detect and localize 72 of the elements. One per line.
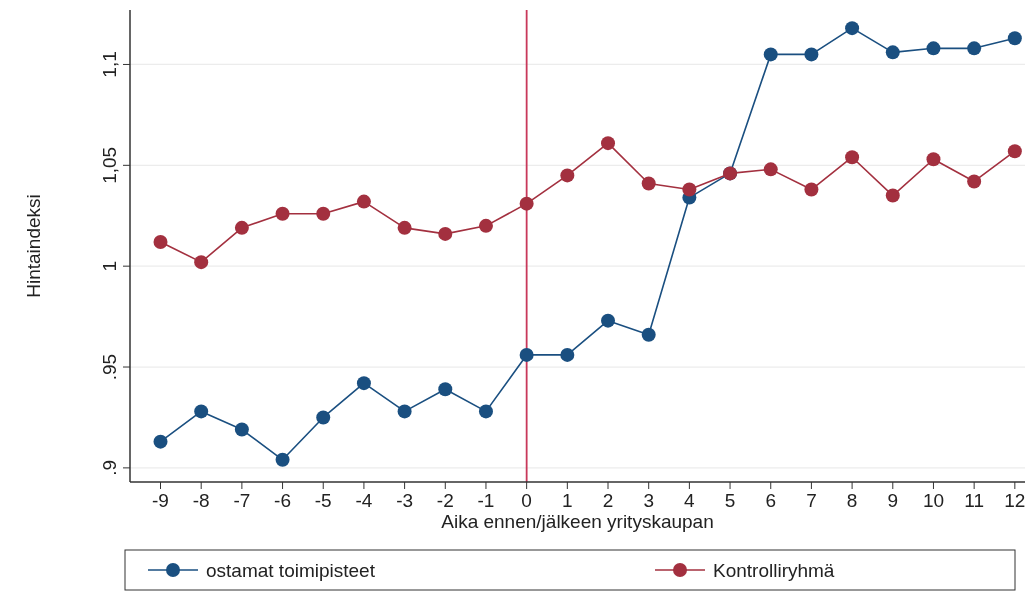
point (438, 226, 453, 241)
point (763, 47, 778, 62)
point (641, 176, 656, 191)
x-tick-label: -3 (396, 490, 414, 511)
point (885, 45, 900, 60)
x-tick-label: 3 (643, 490, 654, 511)
y-tick-label: 1,1 (99, 51, 120, 78)
point (356, 376, 371, 391)
point (519, 347, 534, 362)
x-tick-label: 1 (562, 490, 573, 511)
y-tick-label: 1 (99, 260, 120, 272)
point (194, 404, 209, 419)
legend-label: ostamat toimipisteet (206, 560, 376, 581)
point (682, 182, 697, 197)
point (845, 150, 860, 165)
x-tick-label: 10 (922, 490, 945, 511)
point (804, 47, 819, 62)
point (763, 162, 778, 177)
point (397, 404, 412, 419)
x-tick-label: 11 (964, 490, 985, 511)
point (967, 174, 982, 189)
y-tick-label: .9 (99, 459, 120, 476)
y-tick-label: .95 (99, 353, 120, 381)
point (601, 313, 616, 328)
point (926, 41, 941, 56)
x-tick-label: -9 (152, 490, 169, 511)
point (601, 136, 616, 151)
point (153, 234, 168, 249)
x-tick-label: 4 (684, 490, 696, 511)
x-tick-label: 12 (1004, 490, 1026, 511)
point (641, 327, 656, 342)
point (316, 206, 331, 221)
y-axis-title: Hintaindeksi (23, 194, 44, 298)
point (153, 434, 168, 449)
point (316, 410, 331, 425)
point (560, 168, 575, 183)
point (194, 255, 209, 270)
x-tick-label: -1 (477, 490, 495, 511)
point (1007, 31, 1022, 46)
point (804, 182, 819, 197)
x-tick-label: -4 (355, 490, 373, 511)
x-tick-label: 8 (846, 490, 858, 511)
point (397, 220, 412, 235)
point (967, 41, 982, 56)
point (478, 218, 493, 233)
point (438, 382, 453, 397)
x-tick-label: 0 (521, 490, 532, 511)
point (845, 21, 860, 36)
x-tick-label: -7 (233, 490, 251, 511)
point (885, 188, 900, 203)
y-tick-label: 1,05 (99, 146, 120, 184)
point (519, 196, 534, 211)
x-tick-label: -8 (192, 490, 210, 511)
x-tick-label: 6 (765, 490, 777, 511)
x-tick-label: -2 (436, 490, 454, 511)
x-tick-label: 9 (887, 490, 899, 511)
x-tick-label: -6 (274, 490, 292, 511)
x-axis-title: Aika ennen/jälkeen yrityskaupan (441, 511, 714, 532)
x-tick-label: -5 (314, 490, 332, 511)
point (356, 194, 371, 209)
point (478, 404, 493, 419)
x-tick-label: 2 (602, 490, 614, 511)
point (234, 422, 249, 437)
x-tick-label: 5 (724, 490, 736, 511)
point (234, 220, 249, 235)
point (1007, 144, 1022, 159)
x-tick-label: 7 (806, 490, 817, 511)
point (275, 206, 290, 221)
point (926, 152, 941, 167)
point (275, 452, 290, 467)
legend-label: Kontrolliryhmä (713, 560, 835, 581)
point (560, 347, 575, 362)
